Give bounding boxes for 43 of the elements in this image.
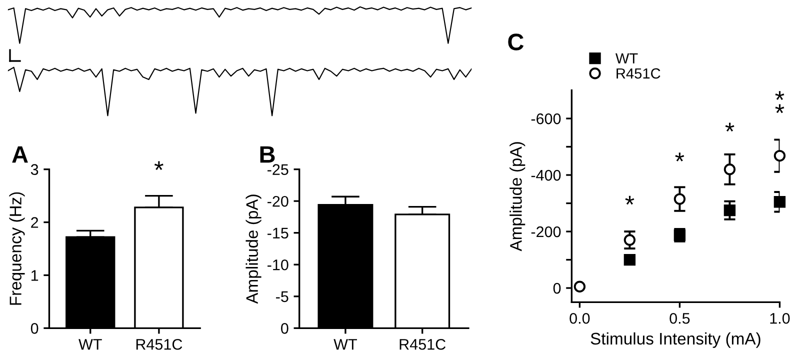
x-tick-label: R451C xyxy=(400,338,446,350)
y-axis-title: Amplitude (pA) xyxy=(246,194,262,304)
legend-label: WT xyxy=(615,53,638,64)
y-tick-label: 0 xyxy=(30,323,38,334)
y-tick-label: 2 xyxy=(31,217,38,228)
x-tick-label: WT xyxy=(334,339,357,350)
y-axis-title: Amplitude (pA) xyxy=(510,142,526,252)
x-tick-label: WT xyxy=(78,339,102,350)
annotation: * xyxy=(675,152,684,162)
x-axis-title: Stimulus Intensity (mA) xyxy=(590,332,760,348)
y-tick-label: -5 xyxy=(276,291,288,302)
y-tick-label: 1 xyxy=(31,270,38,281)
y-axis-title: Frequency (Hz) xyxy=(9,192,25,305)
x-tick-label: 1.0 xyxy=(770,312,790,324)
chart-title: C xyxy=(508,34,524,50)
legend-label: R451C xyxy=(616,68,660,79)
point xyxy=(724,164,736,176)
y-tick-label: -10 xyxy=(268,259,288,270)
y-tick-label: -600 xyxy=(531,113,561,124)
annotation: * xyxy=(625,196,634,205)
point xyxy=(724,204,736,216)
annotation: * xyxy=(775,104,784,114)
y-tick-label: 3 xyxy=(30,164,38,175)
chart-title: B xyxy=(260,146,275,163)
y-tick-label: -25 xyxy=(268,164,288,175)
point xyxy=(624,234,636,246)
point xyxy=(674,193,686,205)
point xyxy=(624,254,636,266)
annotation: * xyxy=(154,161,164,170)
y-tick-label: -15 xyxy=(268,228,288,239)
point xyxy=(774,150,786,162)
annotation: * xyxy=(775,91,784,100)
x-tick-label: 0.0 xyxy=(570,312,590,324)
chart-title: A xyxy=(12,146,28,163)
y-tick-label: -400 xyxy=(531,170,561,181)
x-tick-label: 0.5 xyxy=(670,312,690,324)
y-tick-label: 0 xyxy=(553,282,561,294)
point xyxy=(774,196,786,208)
y-tick-label: 0 xyxy=(281,323,288,334)
y-tick-label: -20 xyxy=(268,196,288,207)
annotation: * xyxy=(725,122,734,132)
y-tick-label: -200 xyxy=(531,226,561,238)
x-tick-label: R451C xyxy=(136,338,182,350)
